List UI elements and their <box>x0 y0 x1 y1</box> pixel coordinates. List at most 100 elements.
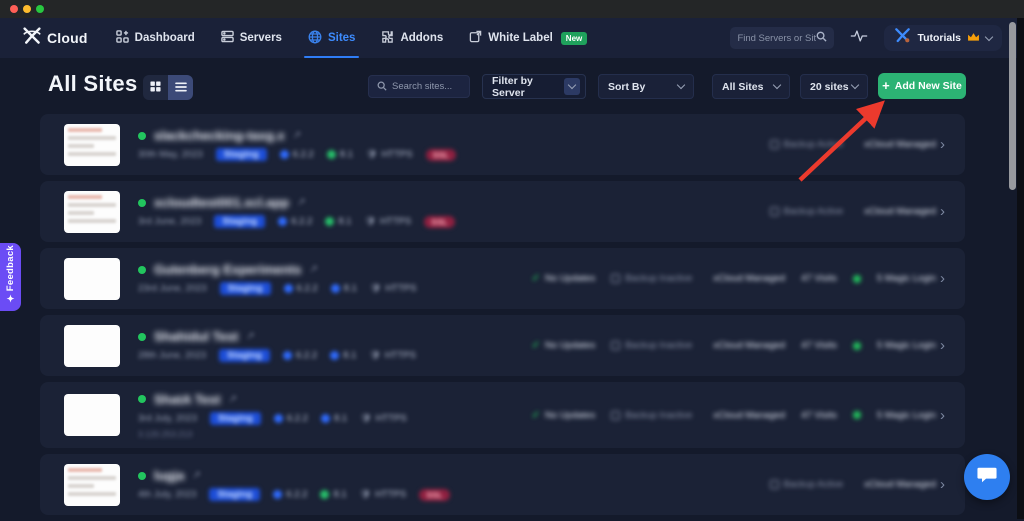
add-new-site-button[interactable]: + Add New Site <box>878 73 966 99</box>
chevron-down-icon <box>850 80 860 90</box>
page-size-dropdown[interactable]: 20 sites <box>800 74 868 99</box>
nav-item-addons[interactable]: Addons <box>381 18 443 58</box>
visits-count: 47 Visits <box>801 273 837 284</box>
managed-badge: xCloud Managed <box>864 206 936 217</box>
activity-pulse-icon[interactable] <box>850 29 868 48</box>
updates-status: ✓ No Updates <box>531 340 596 351</box>
site-row[interactable]: ShatA Test ↗ 3rd July, 2023 Staging 6.2.… <box>40 382 965 448</box>
tutorials-label: Tutorials <box>917 32 961 44</box>
php-version-chip: 8.1 <box>326 149 353 160</box>
site-ip-address: 3.120.253.213 <box>138 428 193 439</box>
shield-icon: 🛡 <box>359 489 372 499</box>
grid-view-button[interactable] <box>143 75 168 100</box>
site-row[interactable]: lugja ↗ 4th July, 2023 Staging 6.2.2 8.1… <box>40 454 965 515</box>
external-link-icon[interactable]: ↗ <box>228 393 237 405</box>
row-chevron-icon[interactable]: › <box>940 337 945 354</box>
external-link-icon[interactable]: ↗ <box>292 130 302 141</box>
nav-item-sites[interactable]: Sites <box>303 18 359 58</box>
staging-badge: Staging <box>214 215 266 228</box>
site-name[interactable]: slackchecking-taxg.x <box>154 128 285 143</box>
xcloud-logo-icon <box>22 26 42 50</box>
php-icon <box>320 413 330 423</box>
feedback-icon: ✦ <box>5 294 16 306</box>
magic-login[interactable]: 5 Magic Login <box>876 409 936 421</box>
backup-status: Backup Active <box>769 479 843 490</box>
external-link-icon[interactable]: ↗ <box>309 264 318 275</box>
search-icon <box>816 29 828 47</box>
globe-icon <box>308 30 322 47</box>
wp-version-chip: 6.2.2 <box>278 216 312 227</box>
external-link-icon[interactable]: ↗ <box>297 197 306 208</box>
brand-logo[interactable]: Cloud <box>22 26 88 50</box>
php-icon <box>330 351 340 360</box>
global-search[interactable] <box>730 27 835 49</box>
site-name[interactable]: ShatA Test <box>154 391 221 407</box>
health-dot <box>852 274 861 283</box>
add-new-site-label: Add New Site <box>894 80 962 92</box>
feedback-tab[interactable]: ✦ Feedback <box>0 243 21 311</box>
zoom-window-button[interactable] <box>36 5 44 13</box>
magic-login[interactable]: 5 Magic Login <box>876 340 936 351</box>
visits-count: 47 Visits <box>801 340 837 351</box>
row-chevron-icon[interactable]: › <box>940 136 945 153</box>
php-version-chip: 8.1 <box>320 413 347 424</box>
https-chip: 🛡 HTTPS <box>369 350 416 361</box>
nav-item-dashboard[interactable]: Dashboard <box>115 18 195 58</box>
close-window-button[interactable] <box>10 5 18 13</box>
site-created-date: 28th June, 2023 <box>138 350 207 361</box>
nav-item-servers[interactable]: Servers <box>220 18 282 58</box>
tutorials-menu[interactable]: Tutorials <box>884 25 1002 51</box>
status-dot <box>138 395 146 403</box>
list-view-button[interactable] <box>168 75 193 100</box>
site-created-date: 3rd July, 2023 <box>138 412 197 424</box>
wordpress-icon <box>273 413 283 423</box>
chevron-down-icon <box>984 32 994 41</box>
search-icon <box>377 78 387 96</box>
site-name[interactable]: Shahidul Test <box>154 329 239 344</box>
row-chevron-icon[interactable]: › <box>940 406 945 424</box>
nav-item-white-label[interactable]: White Label New <box>469 18 588 58</box>
dashboard-icon <box>115 30 129 46</box>
chat-widget-button[interactable] <box>964 454 1010 500</box>
site-scope-dropdown[interactable]: All Sites <box>712 74 790 99</box>
external-link-icon[interactable]: ↗ <box>192 470 201 481</box>
site-row[interactable]: Gutenberg Experiments ↗ 23rd June, 2023 … <box>40 248 965 309</box>
global-search-input[interactable] <box>737 32 817 44</box>
managed-badge: xCloud Managed <box>713 409 786 421</box>
php-icon <box>325 217 335 226</box>
https-chip: 🛡 HTTPS <box>366 149 413 160</box>
scrollbar-thumb[interactable] <box>1009 22 1016 190</box>
wordpress-icon <box>273 490 283 499</box>
https-chip: 🛡 HTTPS <box>369 283 417 294</box>
external-link-icon[interactable]: ↗ <box>246 331 255 342</box>
site-name[interactable]: lugja <box>154 468 185 483</box>
managed-badge: slackchecking-taxg.xxCloud Managed <box>864 139 936 150</box>
site-row[interactable]: Shahidul Test ↗ 28th June, 2023 Staging … <box>40 315 965 376</box>
grid-view-icon <box>150 79 161 97</box>
site-row[interactable]: slackchecking-taxg.x ↗ 30th May, 2023 St… <box>40 114 965 175</box>
updates-status: ✓ No Updates <box>531 409 596 421</box>
filter-dropdown-button[interactable] <box>563 78 580 95</box>
page-title: All Sites <box>48 71 138 96</box>
check-icon: ✓ <box>531 340 541 351</box>
row-chevron-icon[interactable]: › <box>940 270 945 287</box>
site-name[interactable]: xcloudtest001.xcl.app <box>154 195 290 210</box>
shield-icon: 🛡 <box>364 216 377 226</box>
site-row[interactable]: xcloudtest001.xcl.app ↗ 3rd June, 2023 S… <box>40 181 965 242</box>
site-search[interactable] <box>368 75 470 98</box>
magic-login[interactable]: 5 Magic Login <box>876 273 936 284</box>
row-chevron-icon[interactable]: › <box>940 203 945 220</box>
row-chevron-icon[interactable]: › <box>940 476 945 493</box>
backup-status: Backup Active <box>769 206 843 217</box>
wp-version-chip: 6.2.2 <box>283 350 317 361</box>
php-version-chip: 8.1 <box>330 350 356 361</box>
sort-by-dropdown[interactable]: Sort By <box>598 74 694 99</box>
https-chip: 🛡 HTTPS <box>360 412 407 424</box>
minimize-window-button[interactable] <box>23 5 31 13</box>
site-name[interactable]: Gutenberg Experiments <box>154 262 302 277</box>
ssl-warning-badge: SSL <box>419 488 450 501</box>
site-created-date: 4th July, 2023 <box>138 489 197 500</box>
site-search-input[interactable] <box>392 81 461 92</box>
filter-by-server-dropdown[interactable]: Filter by Server <box>482 74 586 99</box>
managed-badge: xCloud Managed <box>864 479 936 490</box>
